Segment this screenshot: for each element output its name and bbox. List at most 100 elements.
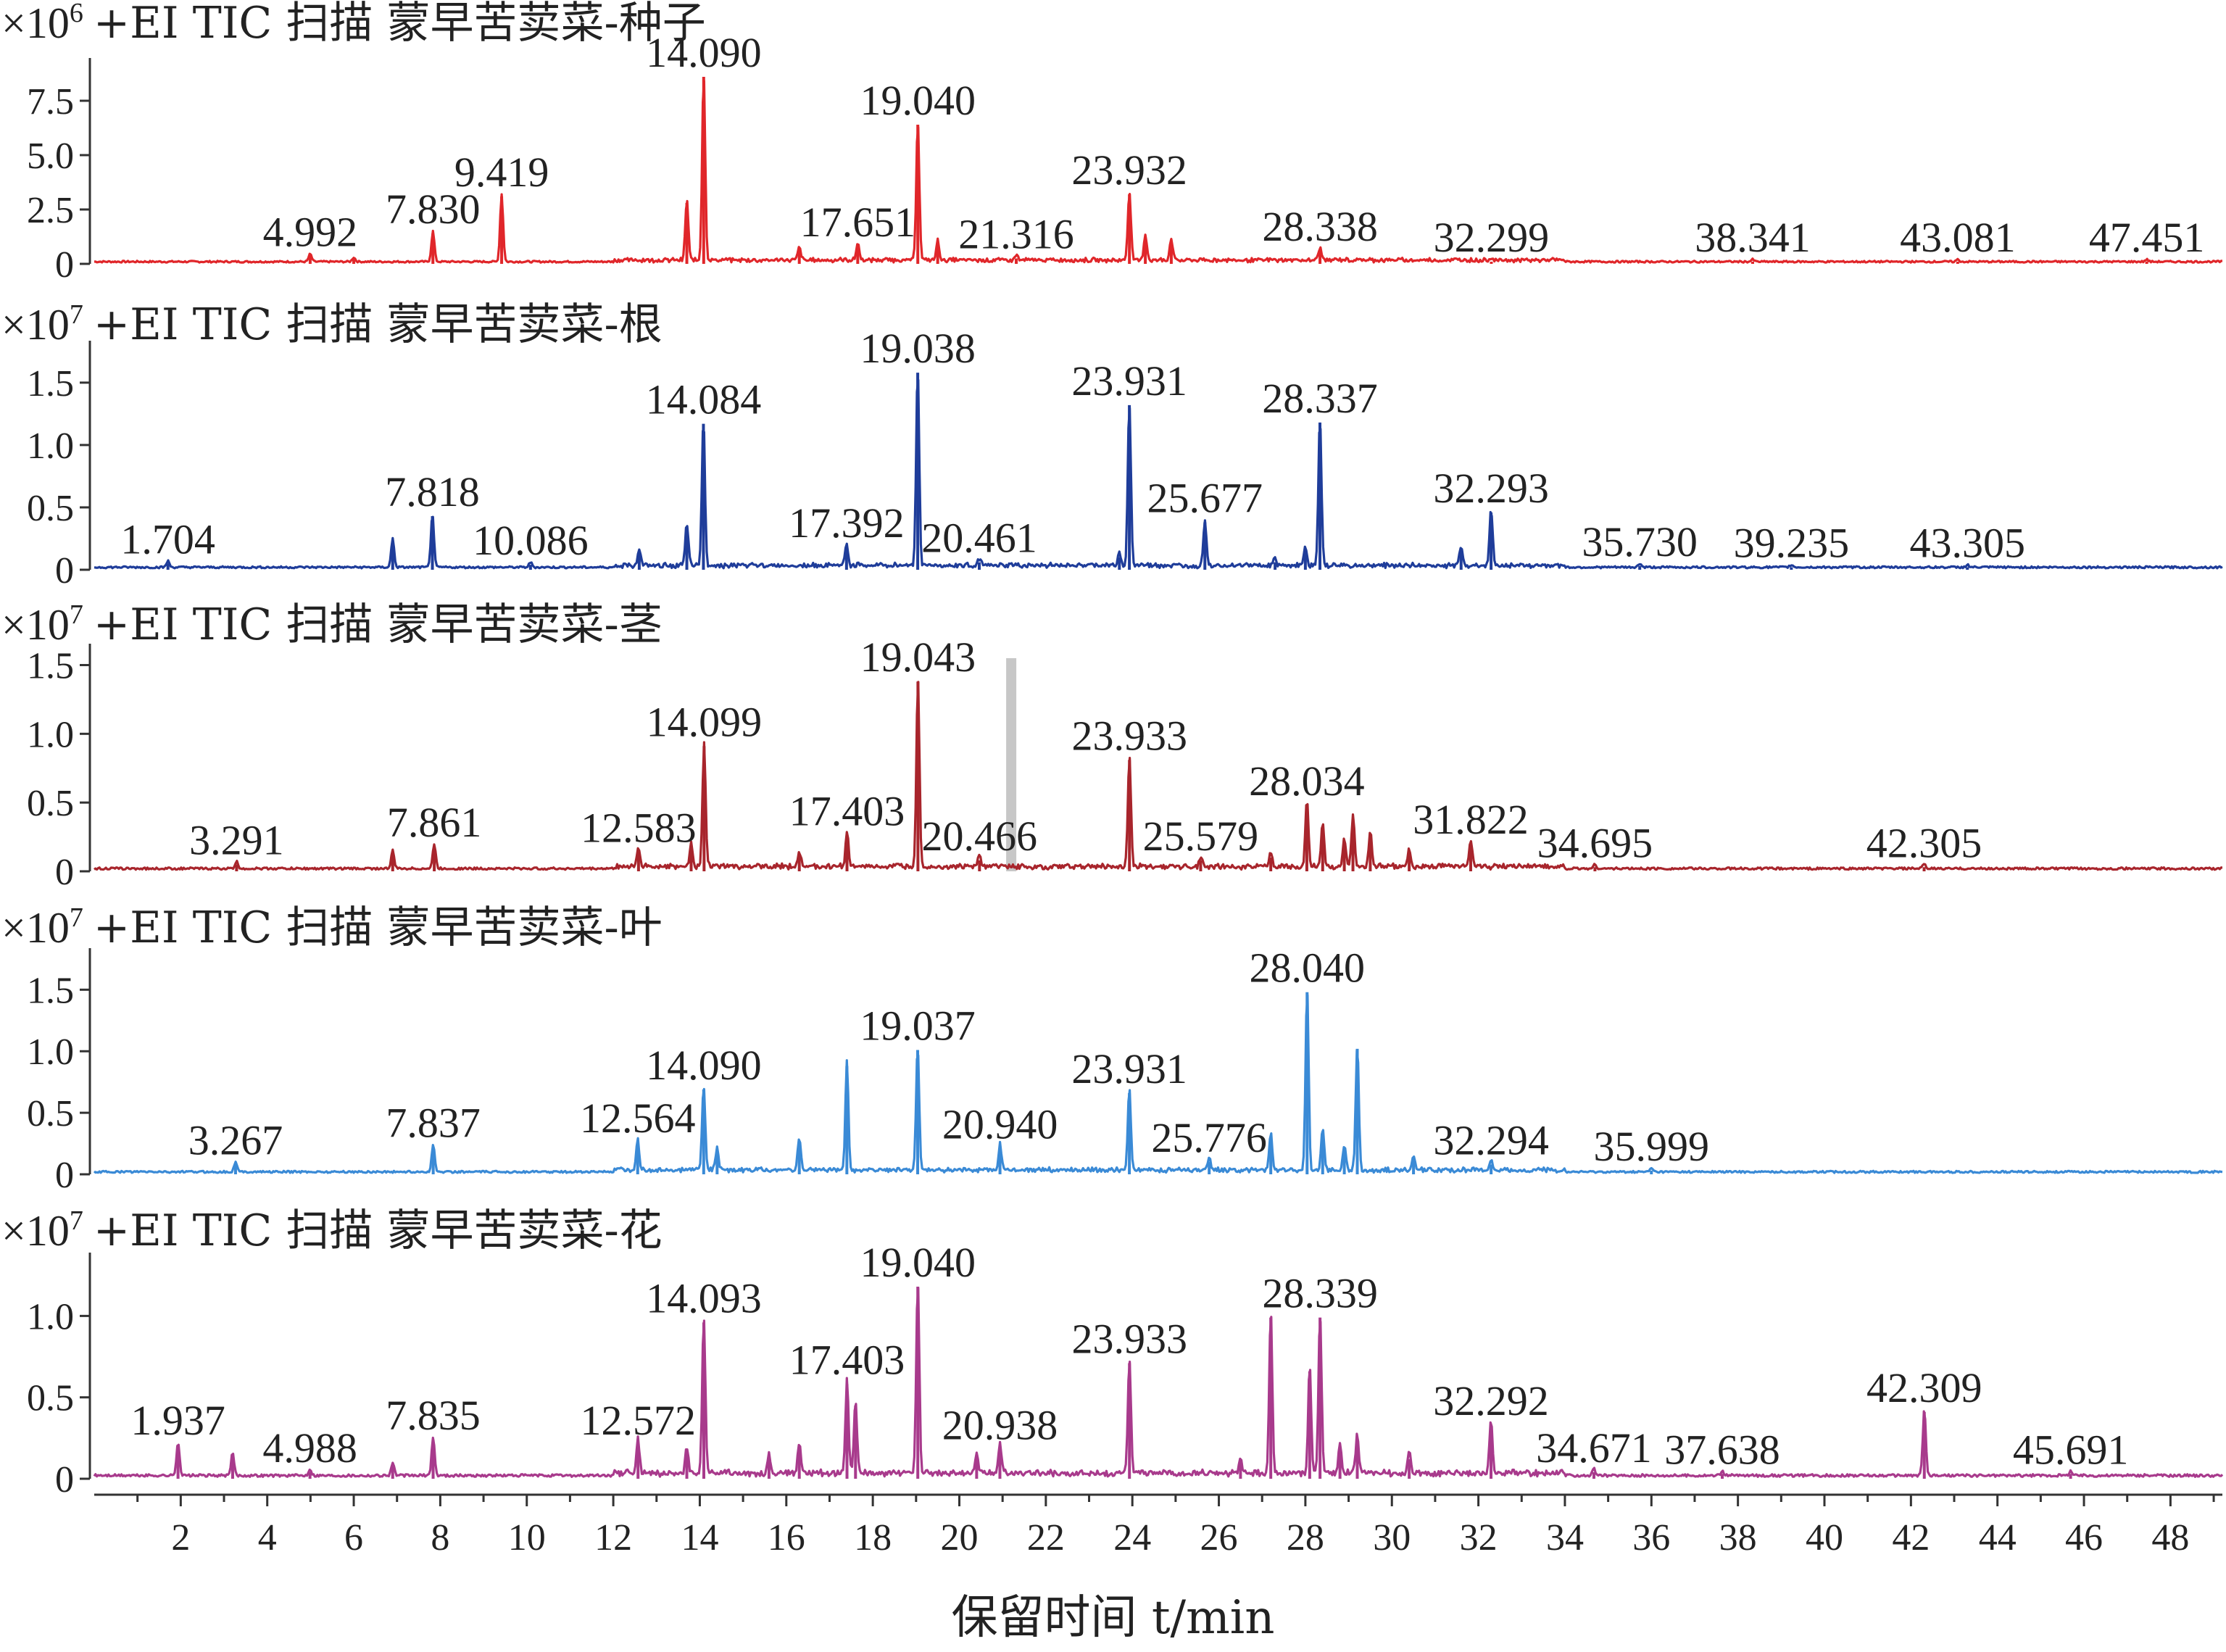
- x-tick-label: 22: [1027, 1517, 1065, 1558]
- panel-title: ×107 +EI TIC 扫描 蒙早苦荬菜-叶: [1, 902, 663, 953]
- peak-label: 1.704: [120, 515, 215, 563]
- x-tick-label: 46: [2065, 1517, 2103, 1558]
- peak-label: 14.093: [646, 1274, 762, 1321]
- y-tick-label: 5.0: [27, 136, 74, 177]
- x-tick-label: 42: [1892, 1517, 1930, 1558]
- panel-5: ×107 +EI TIC 扫描 蒙早苦荬菜-花 0 0.5 1.0 1.937 4.988 7…: [1, 1205, 2224, 1501]
- x-tick-label: 30: [1373, 1517, 1411, 1558]
- peak-label: 17.403: [789, 1337, 905, 1384]
- y-tick-label: 1.5: [27, 363, 74, 404]
- y-tick-label: 0.5: [27, 1093, 74, 1134]
- selection-highlight: [1006, 658, 1017, 871]
- y-tick-label: 2.5: [27, 190, 74, 231]
- peak-label: 14.090: [646, 29, 762, 76]
- y-exponent: 7: [70, 299, 83, 330]
- x-tick-label: 20: [940, 1517, 978, 1558]
- peak-label: 3.267: [188, 1116, 283, 1163]
- panel-4: ×107 +EI TIC 扫描 蒙早苦荬菜-叶 0 0.5 1.0 1.5 3.267 7.8…: [1, 902, 2223, 1196]
- series-trace: [93, 1287, 2224, 1478]
- y-exponent: 6: [70, 0, 83, 28]
- y-tick-label: 1.0: [27, 1296, 74, 1337]
- peak-label: 14.090: [646, 1042, 762, 1089]
- peak-label: 32.292: [1433, 1377, 1549, 1424]
- peak-label: 28.040: [1250, 945, 1366, 992]
- x-tick-label: 36: [1632, 1517, 1670, 1558]
- peak-label: 23.933: [1071, 1316, 1187, 1363]
- peak-label: 17.403: [789, 788, 905, 835]
- peak-label: 32.299: [1434, 214, 1550, 261]
- x-tick-label: 2: [171, 1517, 190, 1558]
- peak-label: 7.830: [386, 186, 481, 233]
- peak-label: 19.040: [860, 77, 976, 124]
- y-multiplier: ×10: [1, 0, 70, 47]
- y-tick-label: 1.5: [27, 645, 74, 686]
- x-tick-label: 38: [1719, 1517, 1757, 1558]
- peak-label: 14.099: [647, 698, 763, 745]
- peak-label: 34.671: [1536, 1424, 1652, 1472]
- peak-label: 37.638: [1664, 1426, 1780, 1473]
- panel-title-text: +EI TIC 扫描 蒙早苦荬菜-叶: [94, 902, 663, 953]
- peak-label: 42.305: [1866, 819, 1982, 866]
- peak-label: 42.309: [1866, 1364, 1982, 1411]
- x-axis-label: 保留时间 t/min: [951, 1591, 1275, 1645]
- y-exponent: 7: [70, 1205, 83, 1236]
- x-tick-label: 14: [681, 1517, 718, 1558]
- peak-label: 47.451: [2089, 214, 2205, 261]
- panel-3: ×107 +EI TIC 扫描 蒙早苦荬菜-茎 0 0.5 1.0 1.5 3.291 7.8…: [1, 599, 2223, 893]
- x-tick-label: 8: [431, 1517, 449, 1558]
- series-trace: [94, 378, 2223, 570]
- peak-label: 19.040: [860, 1239, 976, 1286]
- x-tick-label: 16: [768, 1517, 805, 1558]
- peak-label: 25.776: [1151, 1114, 1267, 1161]
- peak-label: 10.086: [473, 517, 589, 564]
- peak-label: 43.081: [1900, 214, 2016, 261]
- peak-label: 19.038: [860, 325, 976, 372]
- y-tick-label: 0: [55, 1459, 74, 1501]
- panel-title: ×107 +EI TIC 扫描 蒙早苦荬菜-茎: [1, 599, 663, 650]
- x-tick-label: 48: [2151, 1517, 2189, 1558]
- peak-label: 28.339: [1262, 1270, 1378, 1317]
- peak-label: 7.861: [387, 799, 482, 846]
- peak-label: 35.730: [1582, 518, 1698, 565]
- peak-label: 23.933: [1071, 712, 1187, 759]
- peak-label: 14.084: [646, 376, 762, 423]
- peak-label: 28.338: [1262, 203, 1378, 250]
- y-multiplier: ×10: [1, 601, 70, 649]
- peak-label: 43.305: [1909, 520, 2025, 567]
- peak-label: 23.931: [1071, 1045, 1187, 1092]
- y-tick-label: 1.0: [27, 714, 74, 755]
- panel-title: ×106 +EI TIC 扫描 蒙早苦荬菜-种子: [1, 0, 706, 49]
- peak-label: 25.579: [1143, 813, 1259, 860]
- peak-label: 32.293: [1433, 465, 1549, 512]
- peak-label: 45.691: [2013, 1426, 2129, 1473]
- peak-label: 9.419: [454, 149, 549, 196]
- peak-label: 17.392: [789, 499, 905, 547]
- panel-title: ×107 +EI TIC 扫描 蒙早苦荬菜-花: [1, 1205, 663, 1256]
- panel-title-text: +EI TIC 扫描 蒙早苦荬菜-根: [94, 299, 663, 350]
- peak-label: 20.466: [922, 813, 1038, 860]
- y-tick-label: 1.5: [27, 970, 74, 1011]
- x-axis: 2 4 6 8 10 12 14 16 18 20 22 24 26 28 30 32 34 36 38 40 42 44…: [94, 1493, 2222, 1558]
- peak-label: 17.651: [800, 199, 916, 246]
- peak-label: 28.337: [1262, 375, 1378, 422]
- y-tick-label: 0: [55, 244, 74, 286]
- x-tick-label: 24: [1113, 1517, 1151, 1558]
- panel-1: ×106 +EI TIC 扫描 蒙早苦荬菜-种子 0 2.5 5.0 7.5 4.992 7.…: [1, 0, 2223, 286]
- peak-label: 19.043: [860, 634, 976, 681]
- peak-label: 21.316: [958, 211, 1074, 258]
- y-tick-label: 0.5: [27, 1378, 74, 1419]
- peak-label: 25.677: [1147, 475, 1263, 522]
- peak-label: 3.291: [189, 817, 284, 864]
- panel-title: ×107 +EI TIC 扫描 蒙早苦荬菜-根: [1, 299, 663, 350]
- panel-2: ×107 +EI TIC 扫描 蒙早苦荬菜-根 0 0.5 1.0 1.5 1.704 7.8…: [1, 299, 2223, 592]
- peak-label: 23.932: [1071, 146, 1187, 194]
- x-tick-label: 26: [1200, 1517, 1238, 1558]
- x-tick-label: 10: [508, 1517, 546, 1558]
- peak-label: 1.937: [130, 1397, 225, 1444]
- y-multiplier: ×10: [1, 301, 70, 349]
- peak-label: 23.931: [1071, 357, 1187, 404]
- x-tick-label: 6: [344, 1517, 363, 1558]
- x-tick-label: 40: [1806, 1517, 1843, 1558]
- peak-label: 28.034: [1249, 757, 1365, 805]
